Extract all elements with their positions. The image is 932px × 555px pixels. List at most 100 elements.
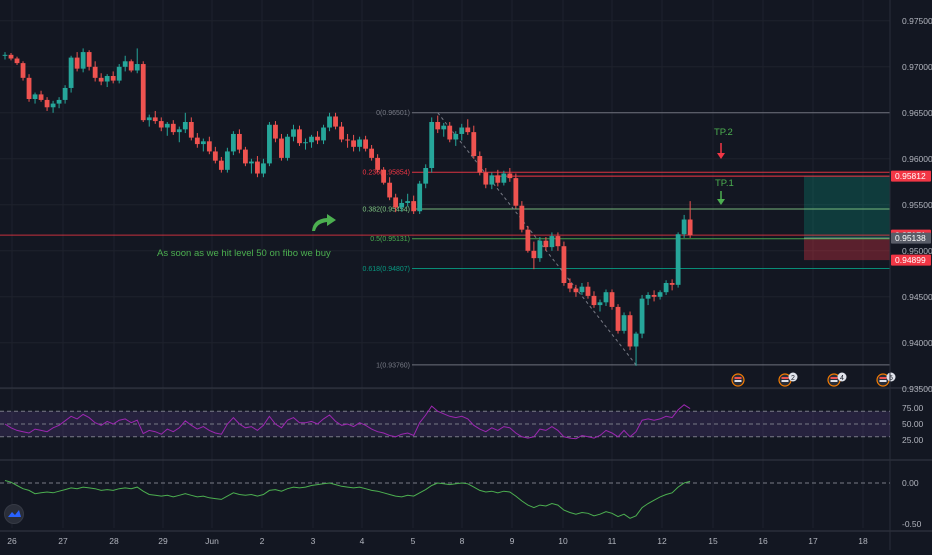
candle-body[interactable] [393, 197, 399, 208]
event-markers[interactable]: 2 4 5 [731, 372, 896, 387]
candle-body[interactable] [417, 183, 423, 212]
candle-body[interactable] [339, 126, 344, 140]
candle-body[interactable] [687, 219, 693, 236]
candle-body[interactable] [297, 129, 302, 144]
candle-body[interactable] [134, 64, 140, 71]
oscillator-line[interactable] [4, 480, 691, 519]
candle-body[interactable] [206, 141, 212, 152]
candle-body[interactable] [507, 173, 513, 179]
candle-body[interactable] [327, 116, 332, 128]
candle-body[interactable] [128, 61, 134, 71]
candle-body[interactable] [429, 122, 435, 168]
candle-body[interactable] [675, 234, 681, 285]
candle-body[interactable] [333, 116, 338, 127]
candle-body[interactable] [2, 54, 8, 56]
candle-body[interactable] [447, 125, 453, 140]
candle-body[interactable] [669, 283, 675, 285]
candle-body[interactable] [681, 219, 687, 235]
candle-body[interactable] [597, 302, 603, 306]
candle-body[interactable] [273, 124, 278, 139]
candle-body[interactable] [249, 161, 254, 164]
candle-body[interactable] [633, 333, 639, 347]
candle-body[interactable] [621, 315, 627, 331]
candle-body[interactable] [285, 136, 290, 158]
candle-body[interactable] [26, 77, 32, 99]
candle-body[interactable] [381, 169, 387, 183]
candle-body[interactable] [549, 236, 555, 248]
candle-body[interactable] [267, 124, 272, 164]
annotations[interactable]: TP.2 TP.1 As soon as we hit level 50 on … [157, 127, 734, 259]
oscillator-pane[interactable] [0, 480, 890, 519]
candle-body[interactable] [243, 149, 248, 164]
candle-body[interactable] [200, 141, 206, 145]
candle-body[interactable] [303, 142, 308, 144]
candle-body[interactable] [513, 178, 519, 206]
candle-body[interactable] [38, 94, 44, 100]
candle-body[interactable] [471, 132, 477, 157]
candle-body[interactable] [255, 161, 260, 174]
candles[interactable] [2, 48, 693, 366]
candle-body[interactable] [104, 76, 110, 82]
candle-body[interactable] [573, 288, 579, 293]
candle-body[interactable] [236, 133, 242, 150]
candle-body[interactable] [230, 133, 236, 152]
candle-body[interactable] [152, 117, 158, 122]
candle-body[interactable] [639, 298, 645, 334]
candle-body[interactable] [56, 99, 62, 104]
candle-body[interactable] [80, 52, 86, 69]
candle-body[interactable] [585, 286, 591, 296]
candle-body[interactable] [615, 306, 621, 331]
horizontal-line[interactable] [0, 175, 890, 236]
candle-body[interactable] [261, 163, 266, 174]
candle-body[interactable] [531, 250, 537, 259]
candle-body[interactable] [561, 246, 567, 283]
candle-body[interactable] [441, 125, 447, 130]
candle-body[interactable] [351, 140, 356, 147]
candle-body[interactable] [405, 201, 411, 203]
candle-body[interactable] [122, 61, 128, 67]
candle-body[interactable] [423, 168, 429, 184]
candle-body[interactable] [188, 122, 194, 138]
candle-body[interactable] [483, 172, 489, 185]
candle-body[interactable] [657, 292, 663, 297]
candle-body[interactable] [170, 123, 176, 133]
candle-body[interactable] [32, 94, 38, 99]
candle-body[interactable] [519, 205, 525, 230]
candle-body[interactable] [459, 127, 465, 134]
candle-body[interactable] [357, 139, 362, 147]
candle-body[interactable] [579, 286, 585, 293]
candle-body[interactable] [345, 139, 350, 141]
candle-body[interactable] [453, 133, 459, 140]
candle-body[interactable] [20, 63, 26, 78]
candle-body[interactable] [399, 202, 405, 208]
candle-body[interactable] [603, 292, 609, 303]
candle-body[interactable] [465, 127, 471, 133]
candle-body[interactable] [567, 283, 573, 289]
candle-body[interactable] [501, 173, 507, 183]
candle-body[interactable] [375, 157, 381, 170]
candle-body[interactable] [74, 57, 80, 69]
candle-body[interactable] [86, 52, 92, 67]
candle-body[interactable] [543, 240, 549, 248]
candle-body[interactable] [116, 66, 122, 81]
candle-body[interactable] [537, 240, 543, 259]
candle-body[interactable] [182, 122, 188, 130]
candle-body[interactable] [92, 66, 98, 78]
candle-body[interactable] [651, 294, 657, 297]
candle-body[interactable] [50, 103, 56, 108]
candle-body[interactable] [14, 58, 20, 64]
candle-body[interactable] [44, 99, 50, 108]
candle-body[interactable] [194, 137, 200, 145]
candle-body[interactable] [495, 175, 501, 183]
candle-body[interactable] [140, 64, 146, 121]
candle-body[interactable] [591, 295, 597, 306]
candle-body[interactable] [369, 148, 375, 158]
candle-body[interactable] [525, 229, 531, 251]
tradingview-logo[interactable] [4, 504, 24, 524]
candle-body[interactable] [164, 123, 170, 128]
candle-body[interactable] [387, 182, 393, 198]
fibonacci-retracement[interactable]: 0(0.96501) 0.236(0.95854) 0.382(0.95454) 0.… [363, 110, 890, 369]
candle-body[interactable] [411, 201, 417, 212]
candle-body[interactable] [98, 77, 104, 82]
